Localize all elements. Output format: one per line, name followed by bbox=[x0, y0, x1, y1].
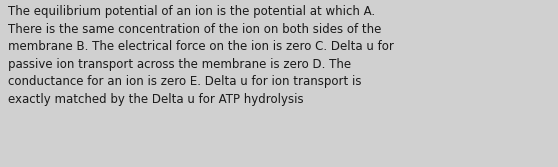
Text: The equilibrium potential of an ion is the potential at which A.
There is the sa: The equilibrium potential of an ion is t… bbox=[8, 5, 395, 106]
